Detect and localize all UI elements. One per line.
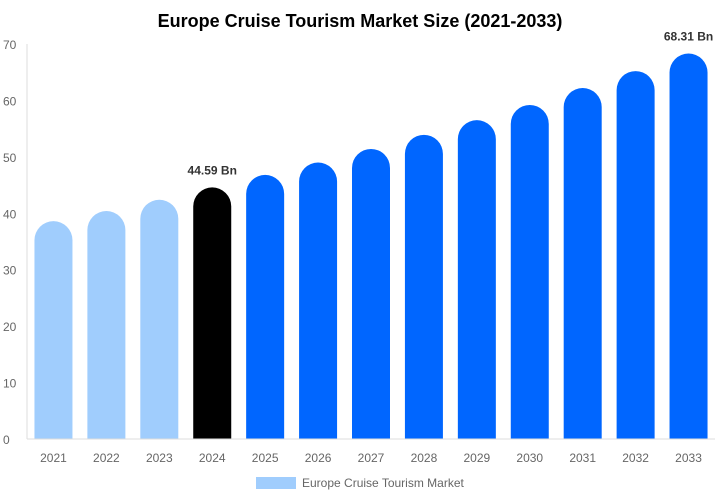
x-tick-label: 2028 (411, 451, 438, 465)
y-tick-label: 0 (3, 433, 10, 447)
bar-2021 (34, 221, 73, 439)
y-tick-label: 20 (3, 320, 17, 334)
x-tick-label: 2025 (252, 451, 279, 465)
bar-2031 (563, 88, 602, 440)
y-tick-label: 60 (3, 94, 17, 108)
bar-2024 (193, 187, 232, 439)
bar-2029 (457, 120, 496, 439)
bar-2027 (352, 148, 390, 439)
data-label: 44.59 Bn (188, 163, 237, 177)
x-tick-label: 2030 (516, 451, 543, 465)
y-tick-label: 40 (3, 207, 17, 221)
y-tick-label: 50 (3, 151, 17, 165)
legend-label: Europe Cruise Tourism Market (302, 476, 465, 490)
chart-title: Europe Cruise Tourism Market Size (2021-… (158, 11, 563, 31)
bar-2025 (246, 174, 285, 439)
x-tick-label: 2023 (146, 451, 173, 465)
y-tick-label: 10 (3, 377, 17, 391)
x-tick-label: 2022 (93, 451, 120, 465)
legend: Europe Cruise Tourism Market (256, 476, 465, 490)
x-tick-label: 2026 (305, 451, 332, 465)
x-tick-label: 2021 (40, 451, 67, 465)
legend-swatch (256, 477, 296, 489)
bar-2026 (299, 162, 338, 439)
x-tick-label: 2033 (675, 451, 702, 465)
data-label: 68.31 Bn (664, 30, 713, 44)
bar-2033 (669, 53, 708, 439)
x-tick-label: 2024 (199, 451, 226, 465)
x-tick-label: 2032 (622, 451, 649, 465)
bar-2032 (616, 71, 655, 439)
bar-2028 (404, 134, 443, 439)
x-tick-label: 2031 (569, 451, 596, 465)
bar-2023 (140, 199, 179, 439)
y-tick-label: 70 (3, 38, 17, 52)
bar-2022 (87, 211, 126, 439)
x-tick-label: 2029 (463, 451, 490, 465)
bar-2030 (510, 104, 549, 439)
x-tick-label: 2027 (358, 451, 385, 465)
y-tick-label: 30 (3, 264, 17, 278)
